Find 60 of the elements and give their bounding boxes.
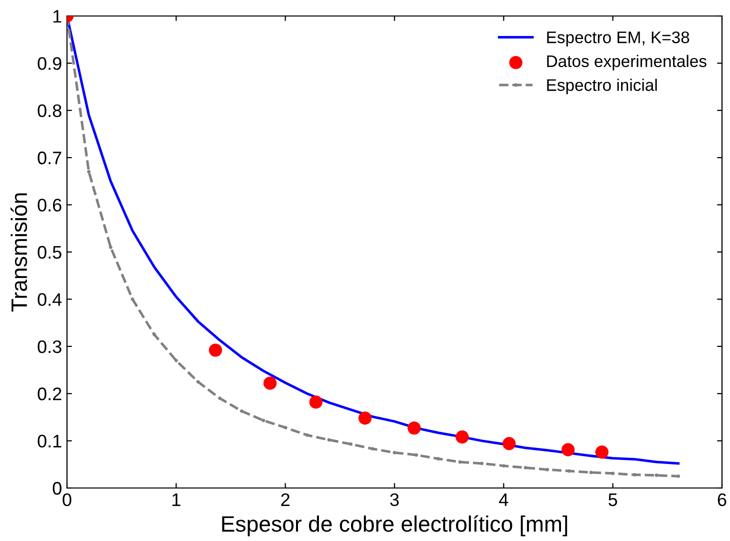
x-tick-label: 2 [281, 493, 290, 506]
y-tick-label: 0.9 [38, 57, 62, 70]
legend-label: Datos experimentales [547, 54, 706, 70]
point [458, 460, 462, 464]
y-tick-label: 0.2 [38, 388, 62, 400]
point [502, 464, 506, 468]
point [174, 358, 178, 362]
point [152, 332, 156, 336]
point [436, 457, 440, 460]
point [130, 297, 134, 301]
point [654, 474, 658, 477]
point [524, 466, 528, 470]
x-tick-label: 5 [608, 494, 618, 506]
point [611, 472, 615, 476]
y-tick-label: 0.3 [38, 340, 62, 354]
point [480, 462, 484, 466]
x-tick-label: 1 [172, 494, 180, 506]
point [284, 426, 288, 430]
point [87, 170, 91, 174]
point [196, 380, 200, 384]
point [561, 443, 575, 456]
y-tick-label: 0.1 [38, 434, 62, 448]
point [456, 430, 469, 444]
point [414, 453, 418, 457]
point [358, 412, 372, 425]
point [502, 437, 516, 450]
point [208, 344, 222, 357]
legend-label: Espectro EM, K=38 [547, 31, 690, 47]
point [263, 376, 277, 390]
point [370, 447, 374, 451]
point [262, 418, 266, 422]
point [218, 396, 222, 400]
y-tick-label: 0.7 [38, 152, 62, 164]
point [632, 473, 636, 477]
y-axis-title: Transmisión [10, 193, 28, 312]
y-tick-label: 0.4 [38, 293, 62, 306]
y-tick-label: 0.5 [38, 246, 62, 259]
point [349, 442, 353, 446]
point [567, 469, 571, 473]
y-tick-label: 0.8 [38, 104, 62, 118]
point [392, 450, 396, 454]
y-tick-label: 0.6 [38, 198, 62, 212]
x-axis-title: Espesor de cobre electrolítico [mm] [222, 515, 568, 536]
x-tick-label: 3 [390, 493, 399, 506]
point [676, 474, 680, 478]
y-tick-label: 1 [53, 10, 62, 23]
legend-label: Espectro inicial [547, 78, 657, 94]
x-tick-label: 6 [718, 493, 726, 506]
x-tick-label: 0 [62, 493, 72, 506]
y-tick-label: 0 [52, 482, 62, 495]
point [595, 446, 609, 459]
point [108, 246, 112, 250]
point [327, 438, 331, 442]
point [309, 396, 322, 409]
point [589, 470, 593, 474]
point [305, 433, 309, 437]
point [546, 468, 550, 472]
point [408, 421, 421, 435]
point [240, 409, 244, 413]
x-tick-label: 4 [499, 494, 508, 506]
